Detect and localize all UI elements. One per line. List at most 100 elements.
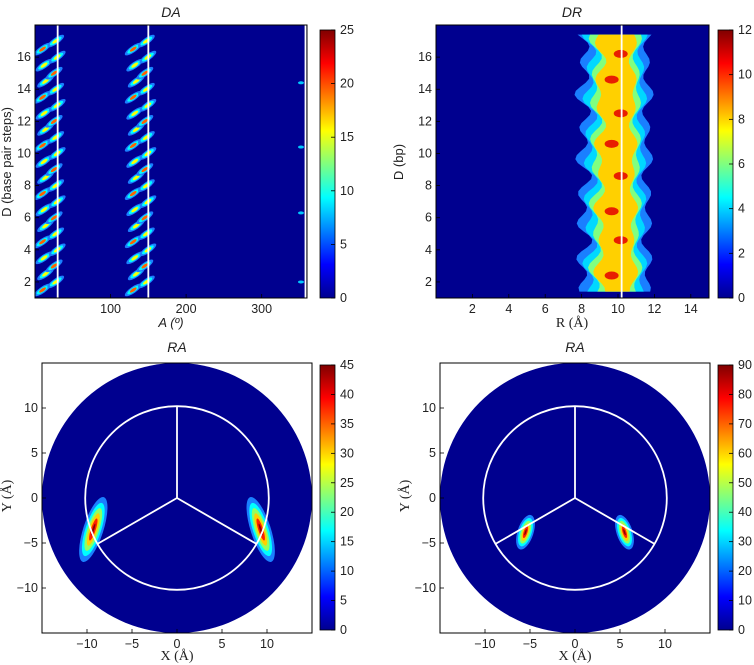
ra2-xtick-label: 0 <box>572 637 579 651</box>
ra1-colorbar <box>319 364 336 631</box>
da-ytick-label: 4 <box>24 243 31 257</box>
ra1-marks <box>41 362 313 634</box>
ra1-cb-tick-label: 45 <box>340 358 354 372</box>
ra2-cb-tick-label: 90 <box>738 358 752 372</box>
ra1-ytick-label: −10 <box>17 581 38 595</box>
dr-xtick-label: 12 <box>647 302 661 316</box>
da-ylabel: D (base pair steps) <box>0 107 14 217</box>
da-blob-core <box>132 271 140 277</box>
da-blob-core <box>40 255 48 261</box>
dr-xtick-label: 10 <box>611 302 625 316</box>
ra2-colorbar <box>717 364 734 631</box>
da-cb-tick-label: 15 <box>340 130 354 144</box>
dr-ytick-label: 10 <box>418 146 432 160</box>
da-blob-core <box>42 126 49 132</box>
dr-marks <box>574 25 654 298</box>
da-xtick-label: 100 <box>100 302 121 316</box>
ra1-ticks: −10 −5 0 5 10 −10 −5 0 5 10 <box>17 401 274 651</box>
ra2-ylabel: Y (Å) <box>397 479 413 512</box>
dr-xtick-label: 2 <box>469 302 476 316</box>
panel-ra-right: RA −10 −5 0 5 10 −10 −5 0 5 10 X (Å) Y (Å) 0 10 20 3… <box>397 339 752 664</box>
ra2-xtick-label: 5 <box>617 637 624 651</box>
ra2-xtick-label: 10 <box>658 637 672 651</box>
da-blob-core <box>39 191 46 197</box>
dr-xtick-label: 14 <box>684 302 698 316</box>
da-blob-core <box>141 166 149 173</box>
ra1-xlabel: X (Å) <box>160 648 193 664</box>
da-blob-core <box>50 215 58 221</box>
dr-ylabel: D (bp) <box>391 144 406 180</box>
panel-ra-left: RA −10 −5 0 5 10 −10 −5 0 5 10 X (Å) Y (Å) 0 5 10 15… <box>0 339 354 664</box>
da-blob-core <box>40 110 48 116</box>
ra2-title: RA <box>565 339 584 355</box>
da-cb-tick-label: 20 <box>340 77 354 91</box>
da-ytick-label: 16 <box>17 50 31 64</box>
da-blob-core <box>141 70 149 76</box>
da-blob-core <box>129 142 137 149</box>
da-cb-tick-label: 5 <box>340 237 347 251</box>
da-edge-blob <box>297 81 304 85</box>
da-ytick-label: 14 <box>17 82 31 96</box>
dr-plot-frame <box>435 24 710 299</box>
dr-xtick-label: 8 <box>578 302 585 316</box>
ra1-xtick-label: −5 <box>125 637 139 651</box>
ra1-colorbar-ticks: 0 5 10 15 20 25 30 35 40 45 <box>331 358 354 637</box>
dr-ytick-label: 6 <box>425 211 432 225</box>
ra1-ytick-label: 10 <box>24 401 38 415</box>
dr-cb-tick-label: 10 <box>738 68 752 82</box>
ra1-cb-tick-label: 0 <box>340 623 347 637</box>
da-blob-core <box>141 263 149 269</box>
da-blob-core <box>39 142 46 149</box>
ra2-cb-tick-label: 10 <box>738 594 752 608</box>
da-ticks: 100 200 300 2 4 6 8 10 12 14 16 <box>17 50 272 316</box>
da-blob-core <box>39 287 46 293</box>
da-blob-core <box>39 94 46 100</box>
dr-hotspot <box>604 271 619 280</box>
dr-plot-bg <box>436 25 709 298</box>
dr-cb-tick-label: 8 <box>738 112 745 126</box>
ra1-ytick-label: −5 <box>24 536 38 550</box>
dr-cb-tick-label: 4 <box>738 202 745 216</box>
ra2-cb-tick-label: 80 <box>738 387 752 401</box>
ra1-cb-tick-label: 20 <box>340 505 354 519</box>
ra2-hotspot-ring <box>524 529 527 536</box>
ra1-cb-tick-label: 40 <box>340 387 354 401</box>
da-blob-core <box>141 215 149 221</box>
da-ytick-label: 6 <box>24 211 31 225</box>
da-blob-core <box>132 223 140 229</box>
dr-hotspot <box>613 236 628 245</box>
dr-hotspot <box>613 109 628 118</box>
da-xtick-label: 300 <box>251 302 272 316</box>
da-blob-core <box>129 46 137 52</box>
da-blob-core <box>131 110 139 116</box>
da-blob-core <box>50 70 58 76</box>
ra2-spoke <box>574 497 655 545</box>
da-blob-core <box>50 118 58 124</box>
dr-colorbar-ticks: 0 2 4 6 8 10 12 <box>729 23 752 305</box>
da-blob-core <box>42 78 49 84</box>
da-blob-core <box>132 126 140 132</box>
dr-cb-tick-label: 6 <box>738 157 745 171</box>
da-blob-core <box>42 174 49 181</box>
panel-dr: DR 2 4 6 8 10 12 14 2 4 6 8 10 12 14 16 R (Å) D (bp) 0… <box>391 4 752 331</box>
ra2-spoke <box>495 497 576 545</box>
dr-hotspot <box>604 75 619 84</box>
ra2-cb-tick-label: 70 <box>738 417 752 431</box>
da-title: DA <box>161 4 180 20</box>
ra2-xtick-label: −10 <box>474 637 495 651</box>
dr-cb-tick-label: 12 <box>738 23 752 37</box>
da-ytick-label: 10 <box>17 146 31 160</box>
ra2-ticks: −10 −5 0 5 10 −10 −5 0 5 10 <box>415 401 672 651</box>
ra1-ylabel: Y (Å) <box>0 479 15 512</box>
ra1-xtick-label: −10 <box>76 637 97 651</box>
dr-xlabel: R (Å) <box>556 315 589 331</box>
da-blob-core <box>50 166 58 173</box>
da-cb-tick-label: 10 <box>340 184 354 198</box>
da-blob-core <box>132 78 140 84</box>
ra1-xtick-label: 10 <box>260 637 274 651</box>
da-marks <box>35 25 307 298</box>
ra2-ytick-label: 10 <box>422 401 436 415</box>
ra1-cb-tick-label: 30 <box>340 446 354 460</box>
